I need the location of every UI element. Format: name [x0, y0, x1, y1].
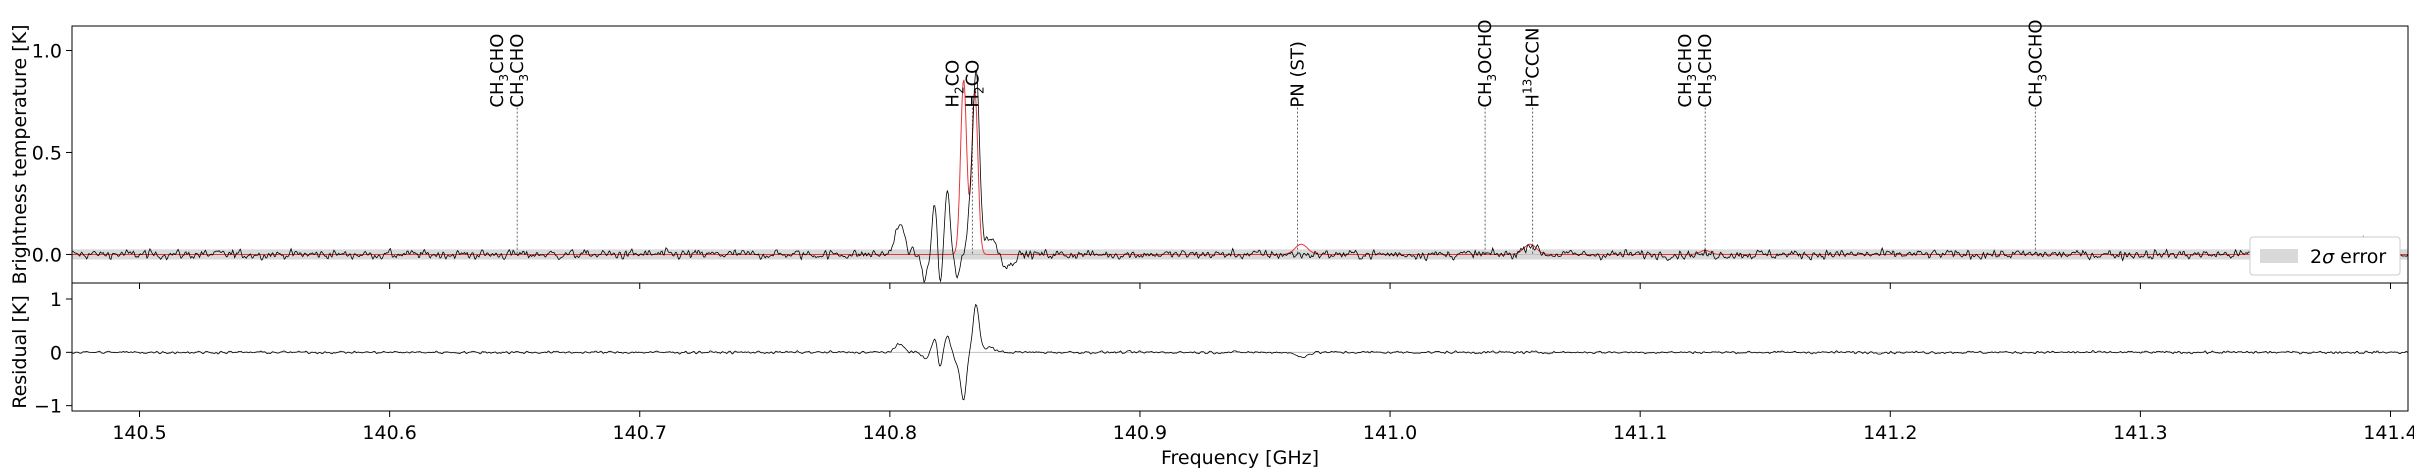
line-marker-group: [516, 107, 2036, 255]
residual-frame: [71, 282, 2409, 412]
line-label: CH3OCHO: [1475, 19, 1499, 107]
model-spectrum: [72, 79, 2408, 255]
observed-spectrum: [71, 70, 2409, 284]
line-label: H2CO: [942, 60, 966, 108]
x-tick-label: 140.7: [613, 422, 667, 444]
spectrum-frame: [71, 25, 2409, 284]
line-label: CH3CHO: [1695, 34, 1719, 108]
frequency-x-axis-label: Frequency [GHz]: [1161, 447, 1319, 469]
line-label: CH3CHO: [1675, 34, 1699, 108]
legend-box: [2249, 236, 2401, 276]
residual-panel: −1 0 1 140.5 140.6 140.7 140.8 140.9 141.0 141.1…: [9, 282, 2414, 469]
residual-y-ticks: −1 0 1: [34, 289, 72, 418]
x-tick-label: 141.0: [1363, 422, 1417, 444]
residual-spectrum: [71, 303, 2409, 401]
line-label: H2CO: [962, 60, 986, 108]
x-tick-label: 140.5: [112, 422, 166, 444]
spectrum-y-ticks: 0.0 0.5 1.0: [32, 40, 72, 266]
legend-label-base: 2: [2310, 246, 2322, 268]
frequency-x-ticks: 140.5 140.6 140.7 140.8 140.9 141.0 141.1 141.2…: [112, 283, 2414, 444]
x-tick-label: 140.9: [1113, 422, 1167, 444]
y-tick-label: 0.0: [32, 244, 62, 266]
x-tick-label: 141.2: [1863, 422, 1917, 444]
y-tick-label: 1.0: [32, 40, 62, 62]
legend-swatch: [2260, 249, 2298, 263]
y-tick-label: 0: [50, 342, 62, 364]
y-tick-label: 1: [50, 289, 62, 311]
y-tick-label: 0.5: [32, 142, 62, 164]
spectrum-y-axis-label: Brightness temperature [K]: [9, 25, 31, 285]
x-tick-label: 141.3: [2113, 422, 2167, 444]
residual-y-axis-label: Residual [K]: [9, 295, 31, 409]
x-tick-label: 140.8: [863, 422, 917, 444]
line-label: CH3OCHO: [2025, 19, 2049, 107]
line-label: CH3CHO: [487, 34, 511, 108]
y-tick-label: −1: [34, 396, 62, 418]
line-label: CH3CHO: [507, 34, 531, 108]
legend: 2σ error: [2249, 236, 2401, 276]
legend-label-sigma: σ: [2322, 246, 2335, 268]
line-label: PN (ST): [1288, 41, 1309, 108]
line-label: H13CCCN: [1521, 28, 1544, 108]
x-tick-label: 141.1: [1613, 422, 1667, 444]
x-tick-label: 141.4: [2363, 422, 2414, 444]
legend-label: 2σ error: [2310, 246, 2386, 268]
x-tick-label: 140.6: [362, 422, 416, 444]
legend-label-rest: error: [2334, 246, 2386, 268]
